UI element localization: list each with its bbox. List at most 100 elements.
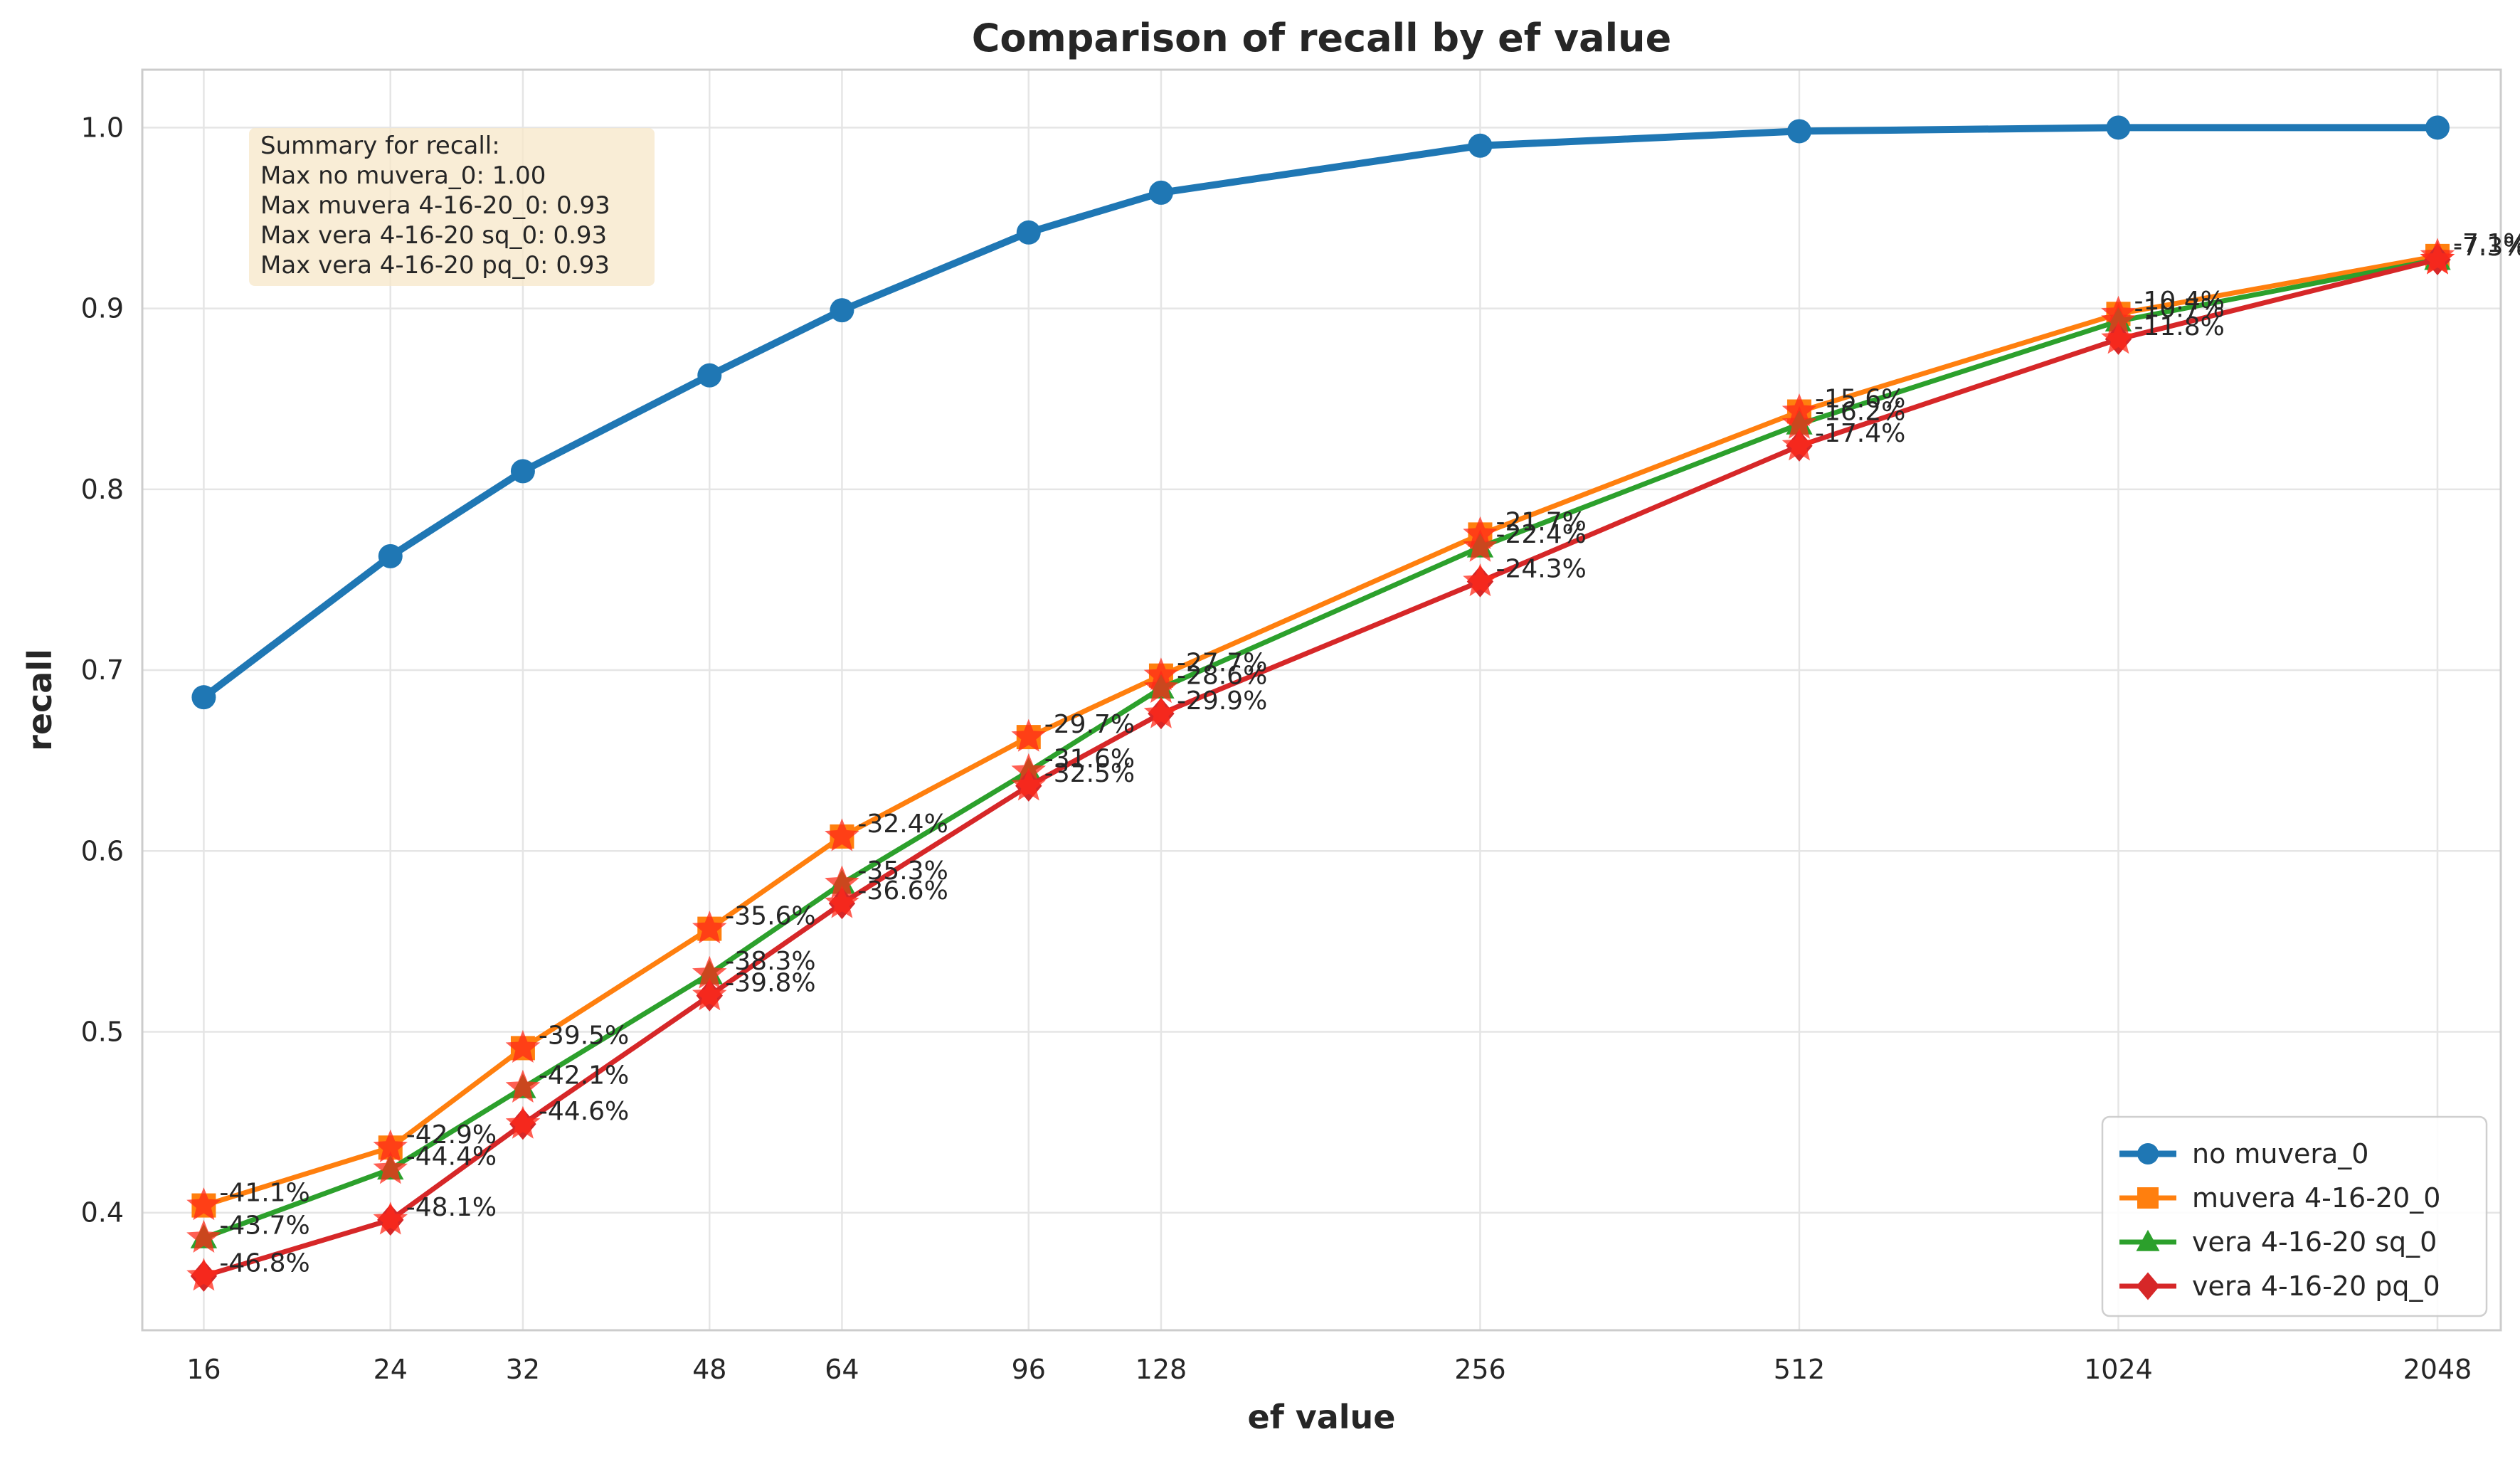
- point-annotation: -16.2%: [1815, 397, 1905, 426]
- point-annotation: -17.4%: [1815, 419, 1905, 448]
- data-point-overlay: [373, 1201, 408, 1235]
- point-annotation: -32.4%: [857, 810, 948, 839]
- plot-frame: [141, 68, 2502, 1332]
- point-annotation: -29.7%: [1044, 710, 1135, 739]
- point-annotation: -28.6%: [1177, 661, 1267, 690]
- legend-label: vera 4-16-20 pq_0: [2192, 1270, 2440, 1302]
- data-point-overlay: [186, 1219, 221, 1253]
- data-point-overlay: [373, 1129, 408, 1162]
- point-annotation: -41.1%: [219, 1179, 309, 1208]
- y-tick-label: 0.5: [81, 1017, 124, 1048]
- point-annotation: -42.9%: [406, 1120, 497, 1150]
- point-annotation: -21.7%: [1495, 507, 1586, 536]
- data-point: [378, 543, 403, 568]
- x-tick-label: 1024: [2084, 1354, 2153, 1385]
- data-point-overlay: [1463, 529, 1498, 562]
- point-annotation: -35.6%: [725, 902, 815, 931]
- data-point-overlay: [186, 1258, 221, 1291]
- data-point-overlay: [692, 977, 727, 1011]
- legend-label: no muvera_0: [2192, 1138, 2368, 1169]
- legend-label: muvera 4-16-20_0: [2192, 1182, 2440, 1214]
- data-point-overlay: [1011, 718, 1046, 752]
- point-annotation: -10.4%: [2134, 287, 2224, 316]
- x-tick-label: 48: [692, 1354, 726, 1385]
- data-point: [1148, 180, 1173, 205]
- series-3: [186, 241, 2455, 1292]
- data-point: [1016, 220, 1041, 245]
- series-0: [191, 115, 2450, 710]
- y-tick-label: 0.8: [81, 474, 124, 505]
- data-point-overlay: [505, 1029, 541, 1063]
- plot-area: 16 24 32 48 64 96 128 256 512 1024 2048 0.4 0.5 0.6 0.…: [81, 68, 2520, 1385]
- data-point-overlay: [2420, 241, 2455, 275]
- data-point-overlay: [1782, 428, 1817, 461]
- point-annotation: -27.7%: [1177, 649, 1267, 678]
- data-point-overlay: [505, 1069, 541, 1103]
- summary-line: Max vera 4-16-20 sq_0: 0.93: [260, 221, 607, 250]
- point-annotation: -22.4%: [1495, 520, 1586, 549]
- legend-marker: [2136, 1272, 2160, 1300]
- data-point-overlay: [186, 1187, 221, 1221]
- data-point-overlay: [2101, 302, 2136, 336]
- data-point-overlay: [1463, 563, 1498, 597]
- point-annotation: -7.1%: [2453, 229, 2520, 258]
- legend-box: [2101, 1115, 2488, 1317]
- data-point: [1468, 133, 1493, 158]
- data-point-overlay: [1782, 405, 1817, 439]
- x-tick-label: 32: [506, 1354, 540, 1385]
- point-annotation: -7.3%: [2453, 233, 2520, 262]
- point-annotation: -48.1%: [406, 1193, 497, 1222]
- point-annotation: -44.4%: [406, 1142, 497, 1172]
- point-annotation: -39.5%: [539, 1021, 629, 1050]
- point-annotation: -44.6%: [539, 1097, 629, 1126]
- data-point: [2106, 115, 2131, 140]
- summary-box: Summary for recall:Max no muvera_0: 1.00…: [249, 128, 655, 286]
- point-annotation: -15.6%: [1815, 384, 1905, 413]
- point-annotation: -11.8%: [2134, 312, 2224, 341]
- data-point: [1786, 119, 1811, 144]
- point-annotation: -36.6%: [857, 876, 948, 906]
- data-point: [191, 685, 216, 710]
- data-point-overlay: [825, 865, 859, 898]
- legend-marker: [2137, 1187, 2159, 1209]
- data-point-overlay: [1143, 670, 1179, 704]
- y-tick-label: 0.7: [81, 654, 124, 686]
- data-point-overlay: [825, 885, 859, 918]
- data-point: [2425, 115, 2450, 140]
- y-tick-label: 0.4: [81, 1197, 124, 1229]
- point-annotation: -46.8%: [219, 1249, 309, 1278]
- data-point-overlay: [505, 1105, 541, 1139]
- summary-background: [249, 128, 655, 286]
- x-axis-title: ef value: [1248, 1398, 1396, 1436]
- data-point-overlay: [1011, 768, 1046, 801]
- legend-label: vera 4-16-20 sq_0: [2192, 1226, 2437, 1258]
- point-annotation: -32.5%: [1044, 759, 1135, 788]
- x-tick-label: 24: [374, 1354, 408, 1385]
- legend-marker: [2137, 1143, 2159, 1164]
- data-point-overlay: [825, 818, 859, 851]
- data-point: [830, 298, 854, 323]
- point-annotation: -43.7%: [219, 1211, 309, 1240]
- point-annotation: -35.3%: [857, 856, 948, 886]
- summary-line: Max vera 4-16-20 pq_0: 0.93: [260, 251, 610, 280]
- data-point-overlay: [692, 911, 727, 944]
- data-point: [697, 363, 722, 388]
- summary-line: Max muvera 4-16-20_0: 0.93: [260, 191, 610, 220]
- point-annotation: -29.9%: [1177, 686, 1267, 716]
- x-tick-label: 64: [825, 1354, 859, 1385]
- point-annotation: -10.7%: [2134, 294, 2224, 323]
- y-tick-label: 1.0: [81, 112, 124, 143]
- point-annotation: -31.6%: [1044, 744, 1135, 773]
- point-annotation: -7.3%: [2453, 233, 2520, 262]
- x-tick-label: 128: [1135, 1354, 1187, 1385]
- summary-line: Max no muvera_0: 1.00: [260, 161, 546, 190]
- point-annotation: -38.3%: [725, 947, 815, 976]
- chart-title: Comparison of recall by ef value: [972, 16, 1671, 60]
- summary-line: Summary for recall:: [260, 132, 500, 160]
- x-tick-label: 512: [1774, 1354, 1826, 1385]
- x-tick-label: 256: [1454, 1354, 1506, 1385]
- data-point-overlay: [1143, 695, 1179, 728]
